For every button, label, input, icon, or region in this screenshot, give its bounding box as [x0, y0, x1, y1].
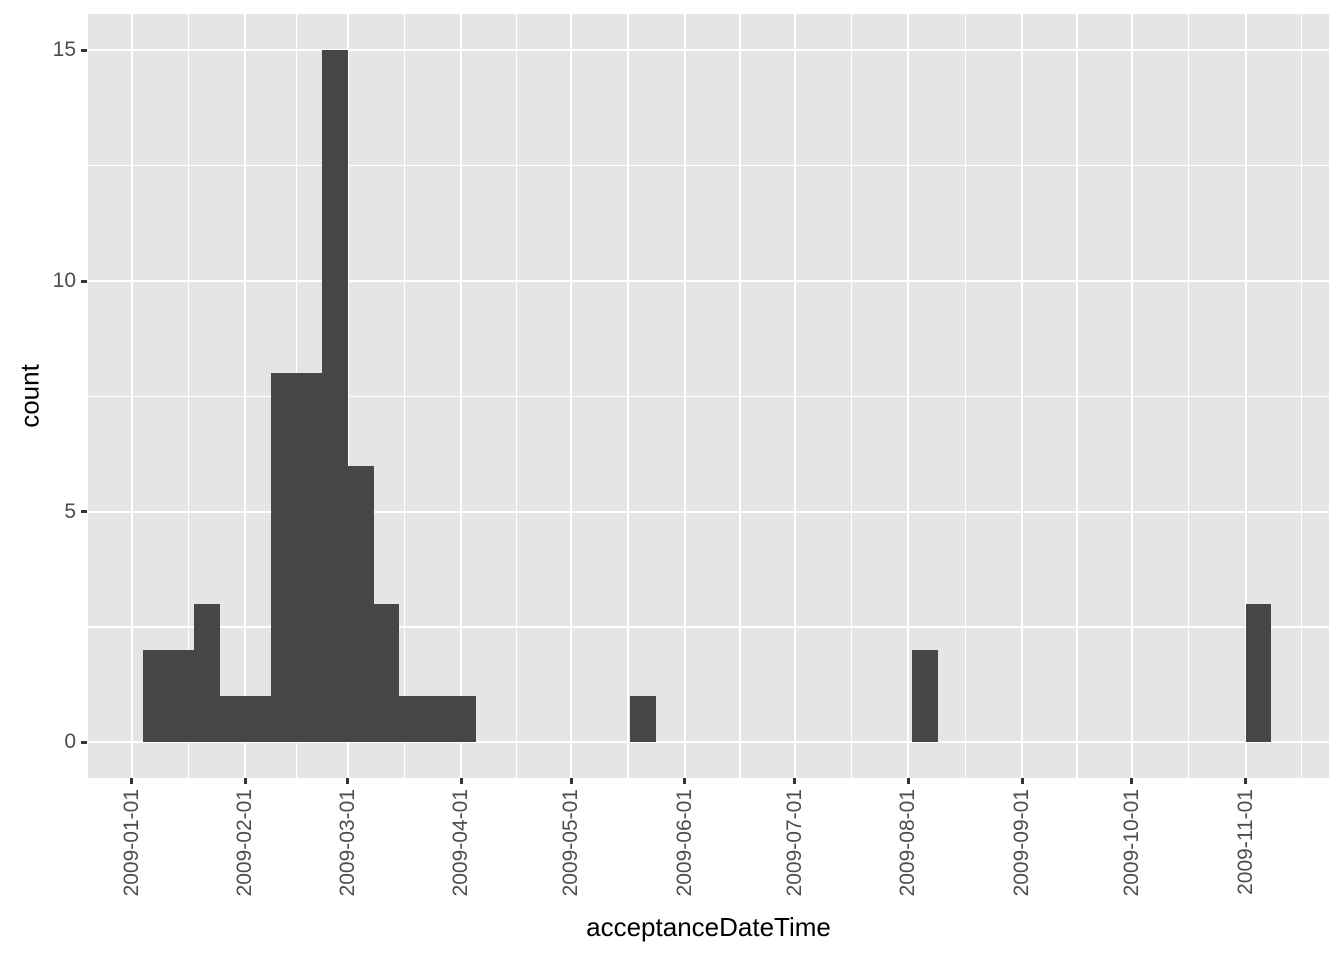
x-gridline-major: [130, 14, 133, 778]
x-gridline-major: [907, 14, 910, 778]
plot-panel: [88, 14, 1329, 778]
x-tick-mark: [1244, 778, 1248, 784]
x-gridline-major: [570, 14, 573, 778]
x-gridline-minor: [1300, 14, 1302, 778]
x-tick-label: 2009-06-01: [672, 789, 696, 897]
y-tick-mark: [81, 279, 87, 283]
x-tick-label: 2009-10-01: [1119, 789, 1143, 897]
x-gridline-minor: [1076, 14, 1078, 778]
x-tick-label: 2009-11-01: [1233, 789, 1257, 895]
histogram-bar: [168, 650, 194, 743]
y-gridline-minor: [88, 395, 1329, 398]
histogram-bar: [1245, 603, 1272, 743]
y-tick-mark: [81, 48, 87, 52]
y-gridline-major: [88, 741, 1329, 744]
x-tick-mark: [346, 778, 350, 784]
y-tick-mark: [81, 510, 87, 514]
y-tick-label: 15: [52, 38, 76, 62]
x-tick-mark: [243, 778, 247, 784]
x-tick-label: 2009-03-01: [335, 789, 359, 897]
histogram-bar: [193, 603, 220, 743]
y-gridline-major: [88, 49, 1329, 52]
histogram-bar: [424, 696, 451, 743]
histogram-bar: [142, 650, 169, 743]
histogram-bar: [450, 696, 477, 743]
x-gridline-minor: [403, 14, 406, 778]
x-tick-mark: [1020, 778, 1024, 784]
x-gridline-major: [346, 14, 349, 778]
x-tick-label: 2009-09-01: [1010, 789, 1034, 897]
x-gridline-minor: [515, 14, 518, 778]
y-gridline-minor: [88, 164, 1329, 167]
y-gridline-minor: [88, 626, 1329, 628]
x-gridline-minor: [1188, 14, 1190, 778]
x-gridline-minor: [295, 14, 298, 778]
histogram-bar: [322, 50, 348, 743]
x-tick-mark: [683, 778, 687, 784]
x-tick-label: 2009-07-01: [782, 789, 806, 897]
y-tick-label: 10: [52, 269, 76, 292]
x-tick-mark: [130, 778, 134, 784]
x-gridline-major: [460, 14, 463, 778]
x-tick-mark: [793, 778, 797, 784]
x-gridline-major: [1021, 14, 1024, 778]
histogram-bar: [912, 650, 938, 743]
x-gridline-minor: [187, 14, 190, 778]
x-tick-mark: [1130, 778, 1134, 784]
x-gridline-minor: [739, 14, 741, 778]
histogram-bar: [630, 696, 656, 743]
x-tick-label: 2009-02-01: [233, 789, 257, 897]
x-axis-title: acceptanceDateTime: [586, 912, 831, 942]
x-gridline-major: [683, 14, 686, 778]
x-tick-mark: [459, 778, 463, 784]
x-tick-label: 2009-04-01: [449, 789, 473, 897]
x-tick-mark: [569, 778, 573, 784]
histogram-bar: [245, 696, 271, 743]
y-gridline-major: [88, 280, 1329, 282]
x-tick-label: 2009-05-01: [559, 789, 583, 897]
x-gridline-minor: [627, 14, 629, 778]
y-tick-label: 5: [64, 499, 76, 523]
x-gridline-minor: [850, 14, 853, 778]
x-gridline-major: [793, 14, 796, 778]
y-tick-label: 0: [64, 730, 76, 754]
histogram-bar: [219, 696, 246, 743]
x-gridline-minor: [964, 14, 966, 778]
histogram-bar: [399, 696, 425, 743]
x-tick-label: 2009-08-01: [896, 789, 920, 897]
y-tick-mark: [81, 740, 87, 744]
histogram-bar: [373, 603, 400, 743]
histogram-bar: [270, 373, 297, 743]
x-tick-label: 2009-01-01: [119, 789, 143, 897]
y-axis-title: count: [14, 364, 45, 428]
x-gridline-major: [244, 14, 247, 778]
x-gridline-major: [1130, 14, 1133, 778]
y-gridline-major: [88, 510, 1329, 513]
histogram-bar: [296, 373, 323, 743]
x-gridline-major: [1244, 14, 1247, 778]
x-tick-mark: [906, 778, 910, 784]
histogram-bar: [347, 465, 374, 743]
